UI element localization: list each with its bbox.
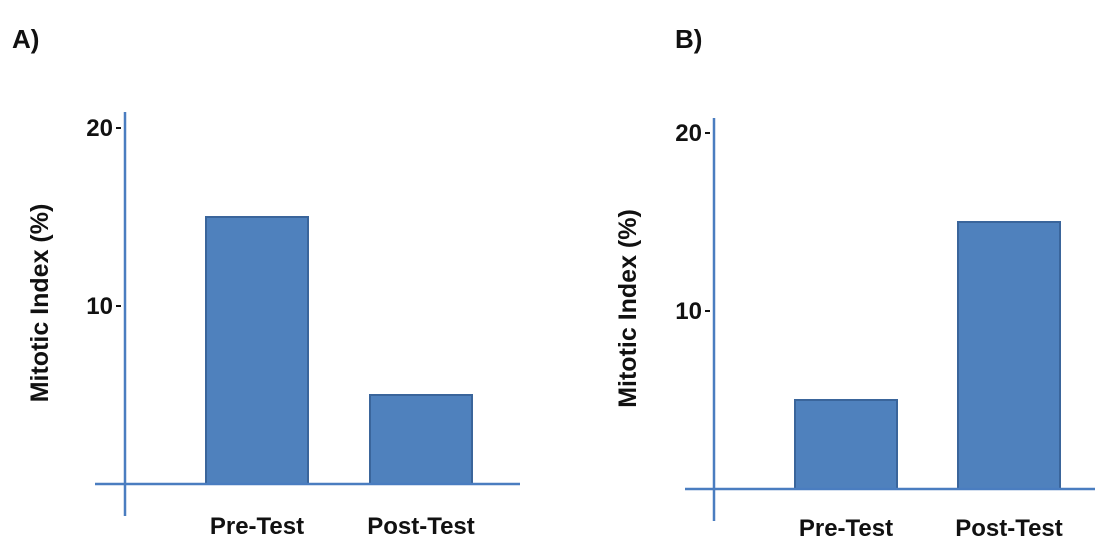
bar-post-test (957, 221, 1061, 490)
bar-pre-test (794, 399, 898, 490)
chart-panel-a: A) 10 20 Pre-Test Post-Test Mitotic Index (%… (0, 0, 540, 539)
y-tick-label: 10 (675, 298, 702, 325)
bar-pre-test (205, 216, 309, 485)
chart-panel-b: B) 10 20 Pre-Test Post-Test Mitotic Index (%… (575, 0, 1097, 539)
x-tick-label: Post-Test (955, 515, 1063, 539)
panel-label-a: A) (12, 24, 40, 54)
y-tick-label: 20 (675, 120, 702, 147)
x-tick-label: Pre-Test (210, 513, 304, 539)
y-tick-label: 10 (86, 293, 113, 320)
bar-post-test (369, 394, 473, 485)
x-tick-label: Pre-Test (799, 515, 893, 539)
chart-b: 10 20 Pre-Test Post-Test Mitotic Index (%) (614, 118, 1095, 539)
y-tick-label: 20 (86, 115, 113, 142)
x-tick-label: Post-Test (367, 513, 475, 539)
panel-label-b: B) (675, 24, 703, 54)
chart-a: 10 20 Pre-Test Post-Test Mitotic Index (%) (26, 112, 520, 539)
y-axis-label: Mitotic Index (%) (614, 209, 642, 408)
y-axis-label: Mitotic Index (%) (26, 204, 54, 403)
